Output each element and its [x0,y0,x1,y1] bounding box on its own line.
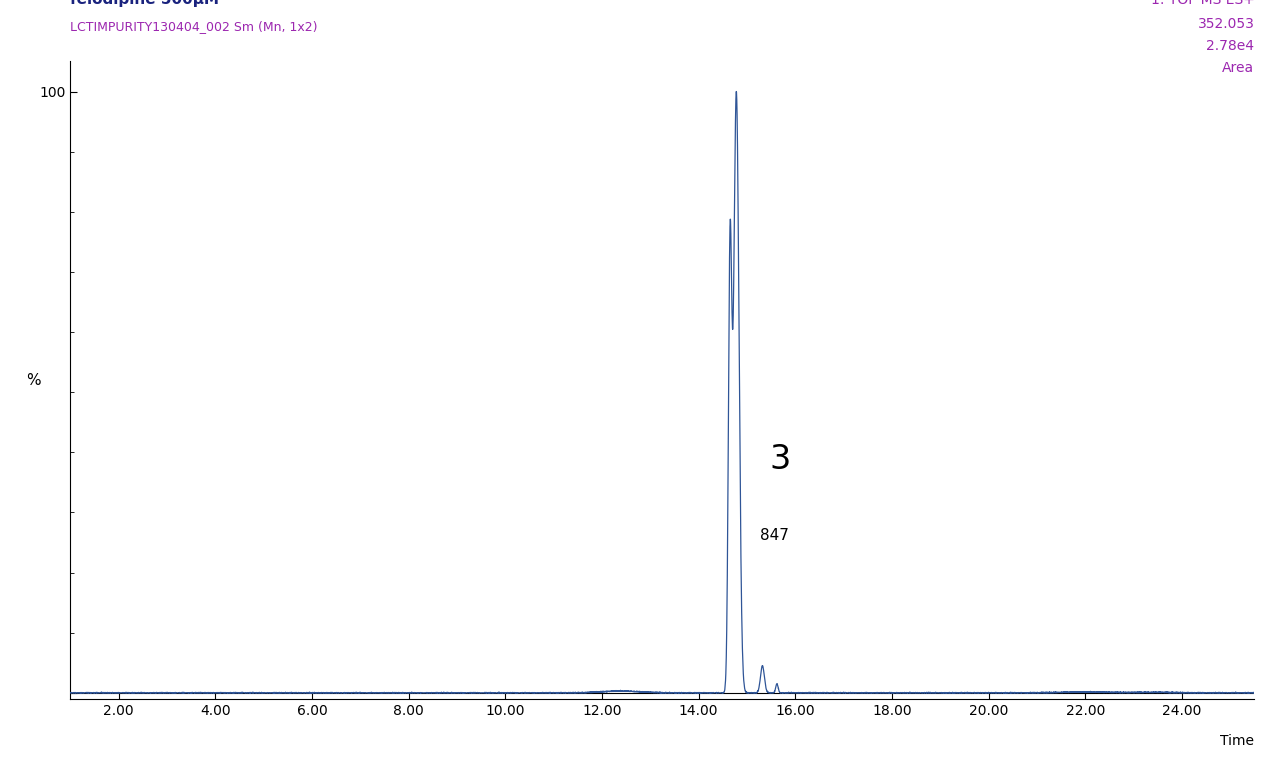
Text: Area: Area [1222,61,1254,75]
Text: 352.053: 352.053 [1198,17,1254,31]
Text: %: % [26,372,41,388]
Text: felodipine 500μM: felodipine 500μM [70,0,219,7]
Text: 847: 847 [760,528,788,542]
Text: 1: TOF MS ES+: 1: TOF MS ES+ [1151,0,1254,7]
Text: LCTIMPURITY130404_002 Sm (Mn, 1x2): LCTIMPURITY130404_002 Sm (Mn, 1x2) [70,20,317,33]
Text: Time: Time [1220,734,1254,748]
Text: 3: 3 [769,443,791,476]
Text: 2.78e4: 2.78e4 [1207,39,1254,53]
